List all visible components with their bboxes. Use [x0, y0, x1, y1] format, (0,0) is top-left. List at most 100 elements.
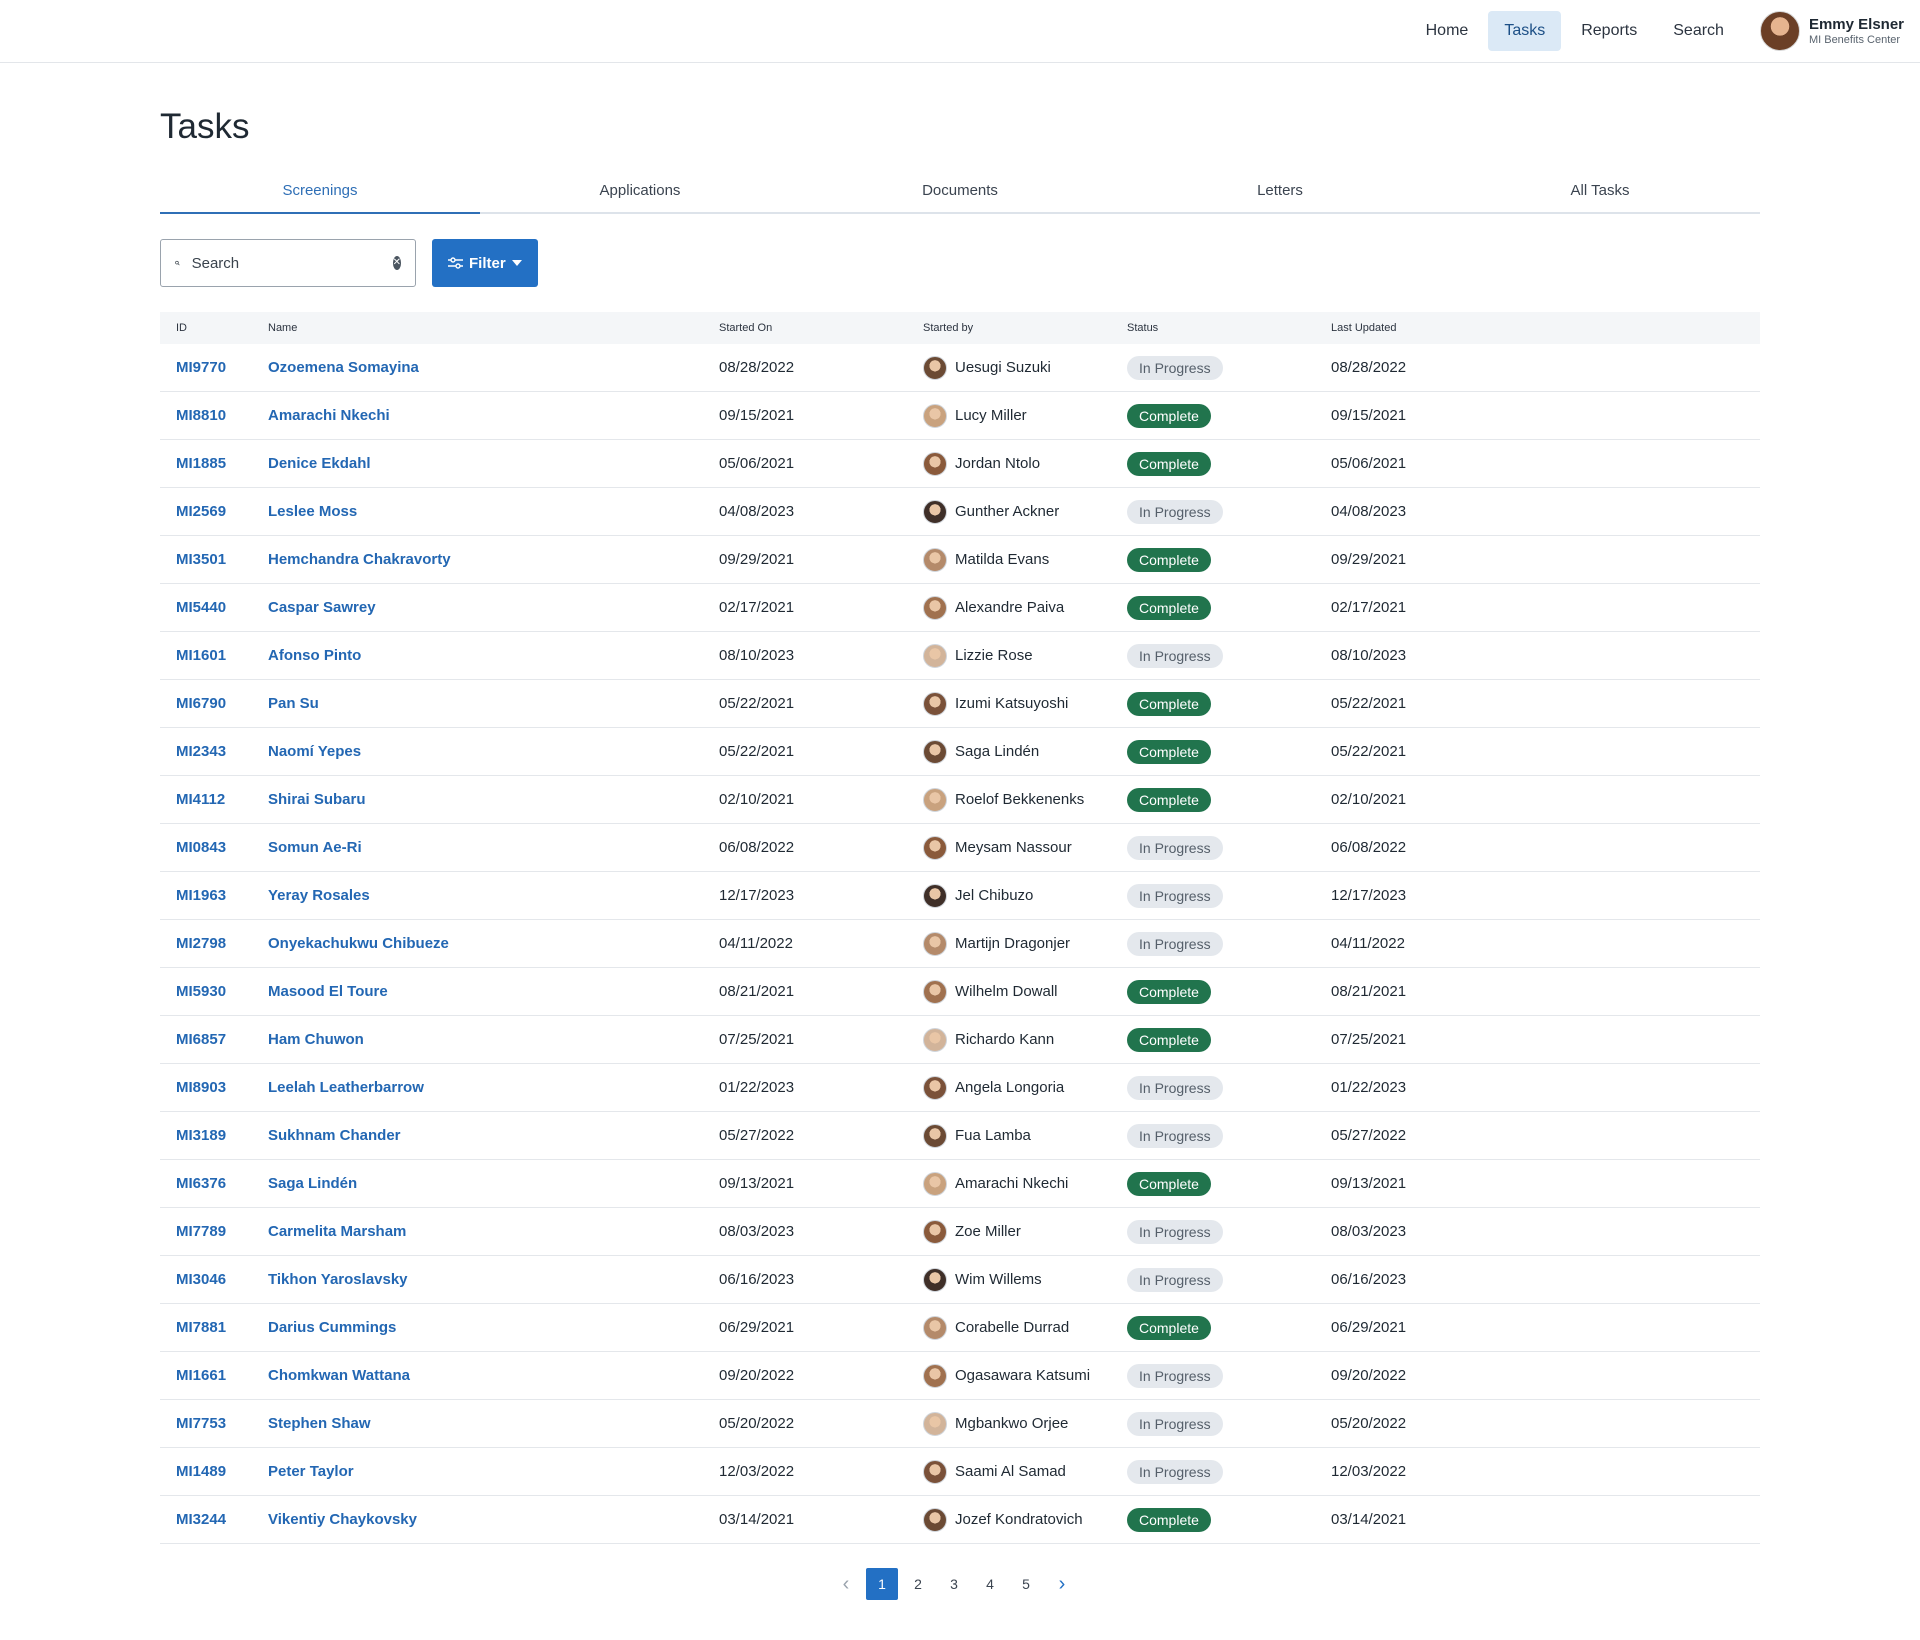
task-id-link[interactable]: MI1489 — [176, 1463, 227, 1480]
task-id-link[interactable]: MI3501 — [176, 551, 227, 568]
task-name-link[interactable]: Ozoemena Somayina — [268, 359, 419, 376]
col-name[interactable]: Name — [268, 322, 298, 334]
task-name-link[interactable]: Amarachi Nkechi — [268, 407, 390, 424]
task-name-link[interactable]: Sukhnam Chander — [268, 1127, 401, 1144]
task-name-link[interactable]: Somun Ae-Ri — [268, 839, 362, 856]
col-id[interactable]: ID — [176, 322, 187, 334]
task-name-link[interactable]: Tikhon Yaroslavsky — [268, 1271, 408, 1288]
task-name-link[interactable]: Leelah Leatherbarrow — [268, 1079, 424, 1096]
nav-search[interactable]: Search — [1673, 22, 1724, 39]
nav-home[interactable]: Home — [1425, 22, 1469, 39]
task-id-link[interactable]: MI1963 — [176, 887, 227, 904]
task-id-link[interactable]: MI7789 — [176, 1223, 227, 1240]
table-row[interactable]: MI2569 Leslee Moss 04/08/2023 Gunther Ackne… — [160, 487, 1760, 536]
table-row[interactable]: MI3244 Vikentiy Chaykovsky 03/14/2021 Jozef… — [160, 1495, 1760, 1544]
task-name-link[interactable]: Shirai Subaru — [268, 791, 366, 808]
table-row[interactable]: MI1885 Denice Ekdahl 05/06/2021 Jordan Ntol… — [160, 439, 1760, 488]
table-row[interactable]: MI1489 Peter Taylor 12/03/2022 Saami Al Sam… — [160, 1447, 1760, 1496]
page-5[interactable]: 5 — [1022, 1576, 1030, 1592]
task-id-link[interactable]: MI1885 — [176, 455, 227, 472]
task-name-link[interactable]: Darius Cummings — [268, 1319, 397, 1336]
table-row[interactable]: MI1661 Chomkwan Wattana 09/20/2022 Ogasawar… — [160, 1351, 1760, 1400]
task-name-link[interactable]: Onyekachukwu Chibueze — [268, 935, 449, 952]
col-started-by[interactable]: Started by — [923, 322, 974, 334]
table-row[interactable]: MI1963 Yeray Rosales 12/17/2023 Jel Chibuzo… — [160, 871, 1760, 920]
task-id-link[interactable]: MI1661 — [176, 1367, 227, 1384]
task-name-link[interactable]: Ham Chuwon — [268, 1031, 364, 1048]
task-id-link[interactable]: MI3189 — [176, 1127, 227, 1144]
col-status[interactable]: Status — [1127, 322, 1159, 334]
table-row[interactable]: MI3189 Sukhnam Chander 05/27/2022 Fua Lamba… — [160, 1111, 1760, 1160]
clear-icon[interactable]: ✕ — [392, 256, 401, 270]
task-name-link[interactable]: Masood El Toure — [268, 983, 388, 1000]
task-id-link[interactable]: MI2343 — [176, 743, 227, 760]
task-id-link[interactable]: MI5930 — [176, 983, 227, 1000]
table-row[interactable]: MI3046 Tikhon Yaroslavsky 06/16/2023 Wim Wi… — [160, 1255, 1760, 1304]
nav-reports[interactable]: Reports — [1581, 22, 1638, 39]
tab-applications[interactable]: Applications — [599, 182, 681, 199]
page-4[interactable]: 4 — [986, 1576, 994, 1592]
table-row[interactable]: MI2343 Naomí Yepes 05/22/2021 Saga Lindén Co… — [160, 727, 1760, 776]
table-row[interactable]: MI8810 Amarachi Nkechi 09/15/2021 Lucy Mill… — [160, 391, 1760, 440]
task-name-link[interactable]: Carmelita Marsham — [268, 1223, 407, 1240]
table-row[interactable]: MI3501 Hemchandra Chakravorty 09/29/2021 Ma… — [160, 535, 1760, 584]
table-row[interactable]: MI7881 Darius Cummings 06/29/2021 Corabelle… — [160, 1303, 1760, 1352]
task-id-link[interactable]: MI6376 — [176, 1175, 227, 1192]
task-name-link[interactable]: Stephen Shaw — [268, 1415, 371, 1432]
task-id-link[interactable]: MI6790 — [176, 695, 227, 712]
tab-all-tasks[interactable]: All Tasks — [1570, 182, 1630, 199]
task-name-link[interactable]: Afonso Pinto — [268, 647, 362, 664]
table-row[interactable]: MI9770 Ozoemena Somayina 08/28/2022 Uesugi … — [160, 344, 1760, 392]
table-row[interactable]: MI7789 Carmelita Marsham 08/03/2023 Zoe Mil… — [160, 1207, 1760, 1256]
col-started-on[interactable]: Started On — [719, 322, 773, 334]
table-row[interactable]: MI6857 Ham Chuwon 07/25/2021 Richardo Kann C… — [160, 1015, 1760, 1064]
chevron-right-icon[interactable]: › — [1058, 1573, 1066, 1595]
table-row[interactable]: MI8903 Leelah Leatherbarrow 01/22/2023 Ange… — [160, 1063, 1760, 1112]
tab-letters[interactable]: Letters — [1257, 182, 1303, 199]
task-name-link[interactable]: Naomí Yepes — [268, 743, 362, 760]
task-id-link[interactable]: MI7881 — [176, 1319, 227, 1336]
page-3[interactable]: 3 — [950, 1576, 958, 1592]
task-name-link[interactable]: Leslee Moss — [268, 503, 358, 520]
tab-screenings[interactable]: Screenings — [160, 174, 480, 214]
col-last-updated[interactable]: Last Updated — [1331, 322, 1397, 334]
task-name-link[interactable]: Pan Su — [268, 695, 319, 712]
task-name-link[interactable]: Caspar Sawrey — [268, 599, 376, 616]
task-name-link[interactable]: Chomkwan Wattana — [268, 1367, 410, 1384]
page-1[interactable]: 1 — [866, 1568, 898, 1600]
chevron-left-icon[interactable]: ‹ — [842, 1573, 850, 1595]
task-name-link[interactable]: Vikentiy Chaykovsky — [268, 1511, 417, 1528]
task-id-link[interactable]: MI0843 — [176, 839, 227, 856]
task-name-link[interactable]: Saga Lindén — [268, 1175, 358, 1192]
user-menu[interactable]: Emmy Elsner MI Benefits Center — [1759, 11, 1904, 51]
task-id-link[interactable]: MI1601 — [176, 647, 227, 664]
filter-button[interactable]: Filter — [432, 239, 538, 287]
table-row[interactable]: MI5930 Masood El Toure 08/21/2021 Wilhelm D… — [160, 967, 1760, 1016]
task-name-link[interactable]: Denice Ekdahl — [268, 455, 371, 472]
table-row[interactable]: MI7753 Stephen Shaw 05/20/2022 Mgbankwo Orj… — [160, 1399, 1760, 1448]
table-row[interactable]: MI1601 Afonso Pinto 08/10/2023 Lizzie Rose I… — [160, 631, 1760, 680]
task-id-link[interactable]: MI4112 — [176, 791, 226, 808]
task-id-link[interactable]: MI8903 — [176, 1079, 227, 1096]
task-id-link[interactable]: MI2569 — [176, 503, 227, 520]
task-id-link[interactable]: MI6857 — [176, 1031, 227, 1048]
tab-documents[interactable]: Documents — [922, 182, 998, 199]
table-row[interactable]: MI6376 Saga Lindén 09/13/2021 Amarachi Nkec… — [160, 1159, 1760, 1208]
task-id-link[interactable]: MI9770 — [176, 359, 227, 376]
search-input[interactable] — [189, 253, 393, 273]
nav-tasks[interactable]: Tasks — [1488, 11, 1562, 51]
table-row[interactable]: MI6790 Pan Su 05/22/2021 Izumi Katsuyoshi Co… — [160, 679, 1760, 728]
task-name-link[interactable]: Hemchandra Chakravorty — [268, 551, 451, 568]
task-name-link[interactable]: Yeray Rosales — [268, 887, 370, 904]
task-id-link[interactable]: MI3046 — [176, 1271, 227, 1288]
page-2[interactable]: 2 — [914, 1576, 922, 1592]
task-id-link[interactable]: MI2798 — [176, 935, 227, 952]
table-row[interactable]: MI0843 Somun Ae-Ri 06/08/2022 Meysam Nassou… — [160, 823, 1760, 872]
task-id-link[interactable]: MI7753 — [176, 1415, 227, 1432]
table-row[interactable]: MI2798 Onyekachukwu Chibueze 04/11/2022 Mar… — [160, 919, 1760, 968]
task-id-link[interactable]: MI8810 — [176, 407, 227, 424]
table-row[interactable]: MI5440 Caspar Sawrey 02/17/2021 Alexandre P… — [160, 583, 1760, 632]
table-row[interactable]: MI4112 Shirai Subaru 02/10/2021 Roelof Bekk… — [160, 775, 1760, 824]
task-id-link[interactable]: MI3244 — [176, 1511, 227, 1528]
task-name-link[interactable]: Peter Taylor — [268, 1463, 354, 1480]
